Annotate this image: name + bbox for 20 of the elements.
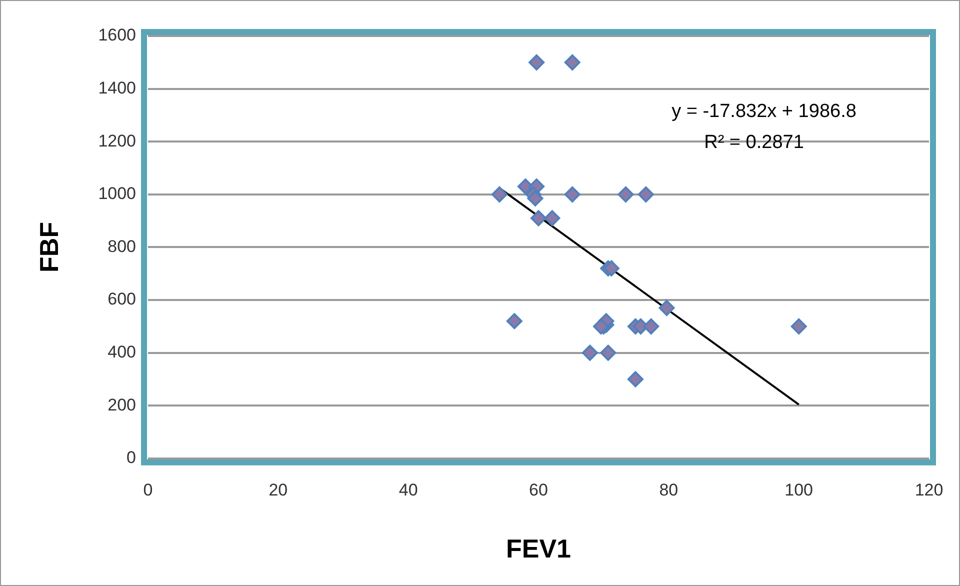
x-tick-label: 20	[268, 480, 288, 500]
x-tick-label: 120	[914, 480, 944, 500]
y-tick-label: 1400	[98, 78, 136, 98]
y-tick-label: 200	[108, 395, 136, 414]
y-tick-label: 800	[108, 236, 136, 256]
y-tick-label: 1600	[98, 26, 136, 45]
y-tick-label: 600	[108, 290, 136, 309]
x-tick-label: 60	[529, 480, 548, 500]
x-tick-label: 100	[784, 480, 814, 500]
x-tick-label: 0	[143, 480, 153, 500]
x-tick-label: 40	[398, 480, 418, 500]
y-tick-label: 0	[126, 448, 136, 468]
y-tick-label: 1200	[98, 131, 136, 150]
x-axis-title: FEV1	[506, 534, 572, 564]
y-tick-label: 400	[108, 342, 136, 362]
y-tick-label: 1000	[98, 184, 136, 204]
x-tick-label: 80	[659, 480, 678, 500]
annotation: R² = 0.2871	[704, 132, 804, 154]
annotation: y = -17.832x + 1986.8	[672, 101, 856, 122]
y-axis-title: FBF	[34, 222, 64, 272]
